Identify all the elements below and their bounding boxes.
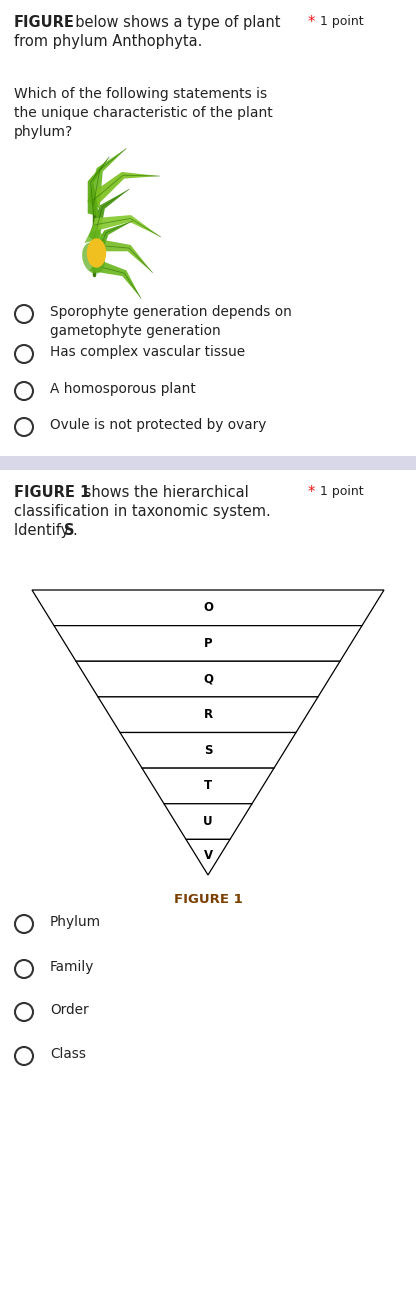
Text: Q: Q xyxy=(203,673,213,686)
Text: FIGURE 1: FIGURE 1 xyxy=(14,485,90,499)
Polygon shape xyxy=(89,189,129,244)
Polygon shape xyxy=(87,148,126,208)
Text: V: V xyxy=(203,850,213,861)
Text: 1 point: 1 point xyxy=(320,14,364,28)
Text: FIGURE 1: FIGURE 1 xyxy=(173,893,243,906)
Text: Ovule is not protected by ovary: Ovule is not protected by ovary xyxy=(50,418,266,433)
Text: 1 point: 1 point xyxy=(320,485,364,498)
Text: Has complex vascular tissue: Has complex vascular tissue xyxy=(50,345,245,359)
Text: phylum?: phylum? xyxy=(14,125,73,139)
Text: from phylum Anthophyta.: from phylum Anthophyta. xyxy=(14,34,202,49)
Text: A homosporous plant: A homosporous plant xyxy=(50,382,196,396)
Polygon shape xyxy=(92,215,161,237)
Polygon shape xyxy=(89,222,132,265)
Text: Which of the following statements is: Which of the following statements is xyxy=(14,87,267,101)
Text: Order: Order xyxy=(50,1003,89,1017)
Polygon shape xyxy=(76,661,340,697)
Polygon shape xyxy=(164,804,252,839)
Text: gametophyte generation: gametophyte generation xyxy=(50,324,221,338)
Text: the unique characteristic of the plant: the unique characteristic of the plant xyxy=(14,106,273,121)
Polygon shape xyxy=(54,625,362,661)
Text: Class: Class xyxy=(50,1047,86,1061)
Polygon shape xyxy=(120,733,296,768)
Polygon shape xyxy=(142,768,274,804)
Polygon shape xyxy=(98,697,318,733)
Polygon shape xyxy=(91,239,152,273)
Polygon shape xyxy=(32,590,384,625)
Text: U: U xyxy=(203,815,213,829)
Ellipse shape xyxy=(82,243,105,274)
Text: Phylum: Phylum xyxy=(50,915,101,929)
Text: Family: Family xyxy=(50,960,94,974)
Polygon shape xyxy=(88,157,109,216)
Text: P: P xyxy=(204,637,212,650)
Text: Sporophyte generation depends on: Sporophyte generation depends on xyxy=(50,305,292,319)
Text: below shows a type of plant: below shows a type of plant xyxy=(66,14,280,30)
Text: shows the hierarchical: shows the hierarchical xyxy=(79,485,249,499)
Text: *: * xyxy=(308,485,315,499)
Text: O: O xyxy=(203,602,213,615)
Text: *: * xyxy=(308,14,315,30)
Polygon shape xyxy=(186,839,230,874)
Text: FIGURE: FIGURE xyxy=(14,14,75,30)
Ellipse shape xyxy=(87,239,106,267)
Text: R: R xyxy=(203,708,213,721)
Bar xyxy=(0,456,416,471)
Text: classification in taxonomic system.: classification in taxonomic system. xyxy=(14,503,271,519)
Text: S: S xyxy=(204,743,212,756)
Text: S: S xyxy=(64,523,74,538)
Text: Identify: Identify xyxy=(14,523,74,538)
Polygon shape xyxy=(91,172,159,207)
Text: T: T xyxy=(204,780,212,792)
Text: .: . xyxy=(72,523,77,538)
Polygon shape xyxy=(89,260,141,299)
Polygon shape xyxy=(84,223,104,243)
